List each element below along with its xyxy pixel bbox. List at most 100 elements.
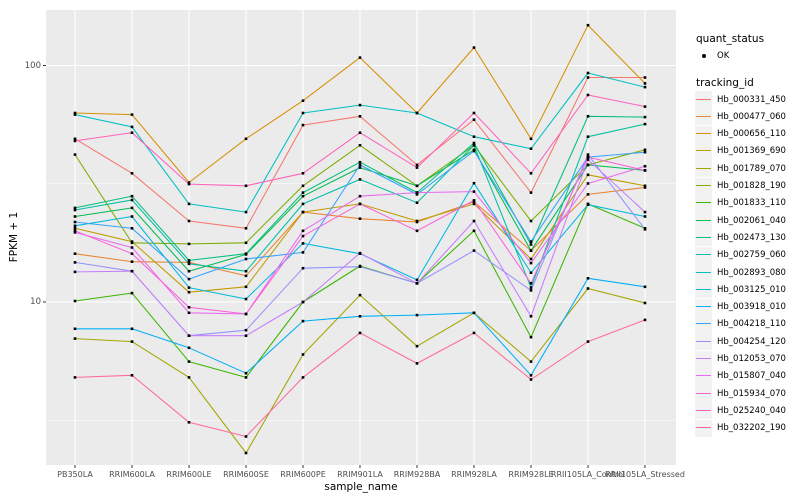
data-point [73, 227, 77, 230]
data-point [301, 123, 305, 127]
data-point [643, 186, 647, 189]
legend-line-swatch-icon [695, 125, 712, 143]
data-point [472, 200, 476, 204]
data-point [472, 249, 476, 252]
data-point [301, 202, 305, 206]
data-point [244, 334, 248, 337]
data-point [73, 270, 77, 274]
legend-item-Hb_004254_120: Hb_004254_120 [695, 333, 786, 351]
data-point [643, 148, 647, 152]
data-point [586, 155, 590, 159]
data-point [244, 241, 248, 245]
data-point [358, 131, 362, 134]
data-point [73, 299, 77, 303]
data-point [529, 172, 533, 175]
data-point [130, 374, 134, 377]
data-point [187, 261, 191, 264]
legend-line-swatch-icon [695, 350, 712, 368]
data-point [187, 306, 191, 309]
data-point [130, 340, 134, 343]
data-point [529, 360, 533, 363]
data-point [301, 229, 305, 233]
data-point [472, 219, 476, 223]
legend-line-swatch-icon [695, 419, 712, 437]
data-point [73, 229, 77, 233]
x-tick-label: RRIM901LA [337, 470, 383, 479]
data-point [586, 153, 590, 156]
data-point [187, 182, 191, 186]
x-tick-label: RRIM600LE [166, 470, 212, 479]
data-point [187, 290, 191, 294]
data-point [301, 191, 305, 194]
legend-line-swatch-icon [695, 142, 712, 160]
legend-line-swatch-icon [695, 264, 712, 281]
data-point [187, 277, 191, 281]
legend-label: Hb_032202_190 [717, 423, 786, 434]
data-point [130, 215, 134, 218]
data-point [73, 337, 77, 340]
legend-label: Hb_000656_110 [717, 129, 786, 140]
data-point [73, 153, 77, 156]
legend-line-swatch-icon [695, 91, 712, 108]
data-point [529, 282, 533, 285]
legend-line-swatch-icon [695, 212, 712, 230]
data-point [244, 285, 248, 289]
legend-label: Hb_015807_040 [717, 371, 786, 382]
data-point [529, 191, 533, 194]
data-point [358, 163, 362, 167]
data-point [643, 184, 647, 188]
data-point [472, 331, 476, 335]
legend-item-Hb_012053_070: Hb_012053_070 [695, 350, 786, 368]
data-point [130, 198, 134, 202]
x-axis-title: sample_name [324, 481, 398, 493]
x-tick-label: RRIM600SE [223, 470, 269, 479]
data-point [472, 141, 476, 145]
data-point [130, 113, 134, 116]
y-tick-label: 100 [24, 60, 41, 71]
data-point [472, 229, 476, 233]
data-point [586, 135, 590, 138]
data-point [244, 435, 248, 438]
data-point [643, 210, 647, 214]
legend-item-Hb_000477_060: Hb_000477_060 [695, 108, 786, 126]
data-point [73, 327, 77, 331]
data-point [130, 206, 134, 210]
data-point [187, 242, 191, 246]
data-point [415, 278, 419, 282]
data-point [301, 376, 305, 379]
data-point [301, 99, 305, 102]
data-point [187, 269, 191, 273]
data-point [415, 313, 419, 317]
legend-label: Hb_012053_070 [717, 354, 786, 364]
data-point [358, 265, 362, 268]
x-tick-label: RRII105LA_Control [550, 470, 626, 479]
data-point [301, 194, 305, 198]
data-point [472, 135, 476, 138]
data-point [643, 164, 647, 168]
data-point [130, 269, 134, 273]
data-point [586, 93, 590, 97]
data-point [415, 111, 419, 115]
data-point [472, 311, 476, 315]
data-point [73, 111, 77, 115]
data-point [415, 166, 419, 169]
data-point [187, 334, 191, 337]
data-point [187, 376, 191, 379]
legend-item-Hb_001833_110: Hb_001833_110 [695, 194, 786, 212]
data-point [529, 261, 533, 265]
data-point [301, 172, 305, 175]
data-point [586, 23, 590, 27]
panel-background [46, 10, 676, 465]
data-point [529, 374, 533, 377]
data-point [244, 137, 248, 141]
legend-item-Hb_001369_690: Hb_001369_690 [695, 142, 786, 160]
data-point [244, 297, 248, 301]
data-point [73, 261, 77, 264]
data-point [472, 149, 476, 153]
legend-item-Hb_002893_080: Hb_002893_080 [695, 264, 786, 281]
data-point [73, 376, 77, 379]
data-point [301, 242, 305, 245]
data-point [586, 71, 590, 75]
data-point [73, 252, 77, 255]
legend-title-tracking-id: tracking_id [696, 77, 754, 89]
